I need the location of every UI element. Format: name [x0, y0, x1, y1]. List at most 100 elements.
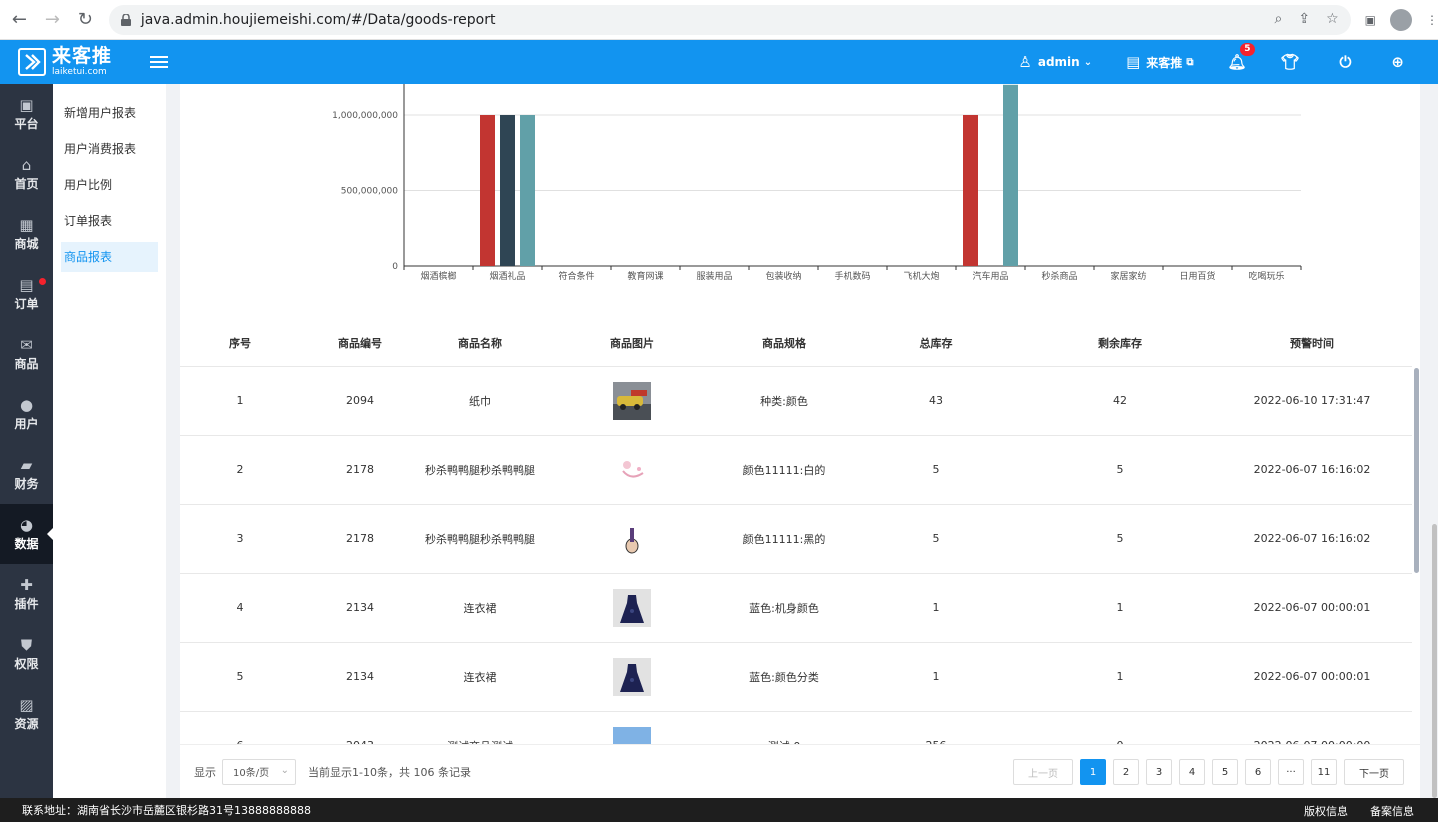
sub-item-user-ratio[interactable]: 用户比例 [64, 178, 113, 192]
product-thumbnail[interactable] [613, 381, 651, 420]
x-tick-label: 汽车用品 [972, 270, 1008, 282]
cell-remaining-stock: 42 [1028, 366, 1212, 436]
nav-item-finance[interactable]: ▰ 财务 [14, 455, 39, 491]
finance-icon: ▰ [20, 455, 33, 474]
nav-item-data[interactable]: ◕ 数据 [0, 504, 53, 564]
page-size-select[interactable]: 10条/页 ⌄ [222, 758, 296, 785]
back-icon[interactable]: ← [11, 9, 28, 30]
cell-name: 秒杀鸭鸭腿秒杀鸭鸭腿 [420, 435, 540, 505]
zoom-icon[interactable]: ⌕ [1274, 10, 1283, 27]
nav-item-mall[interactable]: ▦ 商城 [14, 215, 39, 251]
page-button-4[interactable]: 4 [1179, 759, 1205, 785]
table-row: 62043测试商品测试 测试:025602022-06-07 00:00:00 [180, 711, 1412, 744]
cell-index: 6 [180, 711, 300, 744]
page-button-1[interactable]: 1 [1080, 759, 1106, 785]
table-row: 5 2134 连衣裙 蓝色:颜色分类 1 1 2022-06-07 00:00:01 [180, 642, 1412, 712]
nav-item-home[interactable]: ⌂ 首页 [14, 155, 39, 191]
product-thumbnail[interactable] [613, 450, 651, 489]
nav-item-platform[interactable]: ▣ 平台 [14, 95, 39, 131]
cell-total-stock: 1 [844, 573, 1028, 643]
reload-icon[interactable]: ↻ [77, 9, 93, 30]
nav-item-goods[interactable]: ✉ 商品 [14, 335, 39, 371]
notifications[interactable]: 🔔︎ 5 [1227, 43, 1255, 71]
address-bar[interactable]: java.admin.houjiemeishi.com/#/Data/goods… [108, 4, 1351, 35]
cell-name: 秒杀鸭鸭腿秒杀鸭鸭腿 [420, 504, 540, 574]
cell-index: 4 [180, 573, 300, 643]
record-link[interactable]: 备案信息 [1370, 805, 1414, 818]
x-tick-label: 教育网课 [627, 270, 663, 282]
table-scrollbar[interactable] [1414, 368, 1419, 573]
cell-spec: 蓝色:机身颜色 [724, 573, 844, 643]
page-ellipsis-button[interactable]: ··· [1278, 759, 1304, 785]
bar [1003, 84, 1018, 266]
bookmark-star-icon[interactable]: ☆ [1326, 10, 1339, 27]
x-tick-label: 吃喝玩乐 [1248, 270, 1284, 282]
product-thumbnail[interactable] [613, 519, 651, 558]
sub-item-user-consume-report[interactable]: 用户消费报表 [64, 142, 137, 156]
y-tick-label: 1,000,000,000 [332, 111, 398, 121]
data-sub-menu: 新增用户报表 用户消费报表 用户比例 订单报表 商品报表 [53, 84, 166, 798]
cell-remaining-stock: 0 [1028, 711, 1212, 744]
col-header-spec: 商品规格 [724, 320, 844, 367]
cell-name: 测试商品测试 [420, 711, 540, 744]
profile-avatar[interactable] [1389, 8, 1412, 31]
product-thumbnail[interactable] [613, 657, 651, 696]
table-row: 1 2094 纸巾 种类:颜色 43 42 2022-06-10 17:31:47 [180, 366, 1412, 436]
nav-item-permission[interactable]: ⛊ 权限 [14, 635, 39, 671]
theme-button[interactable]: 👕︎ [1281, 53, 1306, 71]
product-thumbnail[interactable] [613, 588, 651, 627]
sub-item-new-user-report[interactable]: 新增用户报表 [64, 106, 137, 120]
chevron-down-icon: ⌄ [1083, 56, 1093, 68]
user-menu[interactable]: ♙ admin ⌄ [1018, 53, 1092, 71]
copyright-link[interactable]: 版权信息 [1304, 805, 1348, 818]
product-thumbnail[interactable] [613, 726, 651, 744]
page-button-11[interactable]: 11 [1311, 759, 1337, 785]
page-scrollbar[interactable] [1432, 524, 1437, 798]
globe-icon: ⊕ [1391, 53, 1404, 71]
nav-item-user[interactable]: ● 用户 [14, 395, 39, 431]
logo[interactable]: 来客推 laiketui.com [0, 40, 120, 84]
kebab-menu-icon[interactable]: ⋮ [1425, 12, 1438, 27]
share-icon[interactable]: ⇪ [1298, 10, 1311, 27]
nav-item-plugin[interactable]: ✚ 插件 [14, 575, 39, 611]
nav-item-resource[interactable]: ▨ 资源 [14, 695, 39, 731]
page-button-2[interactable]: 2 [1113, 759, 1139, 785]
nav-item-order[interactable]: ▤ 订单 [0, 264, 53, 324]
page-button-6[interactable]: 6 [1245, 759, 1271, 785]
col-header-code: 商品编号 [300, 320, 420, 367]
browser-toolbar: ← → ↻ java.admin.houjiemeishi.com/#/Data… [0, 0, 1438, 40]
cell-image [540, 435, 724, 505]
cell-spec: 蓝色:颜色分类 [724, 642, 844, 712]
logout-button[interactable]: ⏻ [1340, 53, 1358, 71]
home-icon: ⌂ [21, 155, 32, 174]
sub-item-order-report[interactable]: 订单报表 [64, 214, 113, 228]
menu-toggle-icon[interactable] [150, 56, 168, 68]
page-button-3[interactable]: 3 [1146, 759, 1172, 785]
col-header-remaining-stock: 剩余库存 [1028, 320, 1212, 367]
table-row: 3 2178 秒杀鸭鸭腿秒杀鸭鸭腿 颜色11111:黑的 5 5 2022-06-07 16… [180, 504, 1412, 574]
cell-total-stock: 5 [844, 504, 1028, 574]
cell-name: 纸巾 [420, 366, 540, 436]
cell-warning-time: 2022-06-07 16:16:02 [1212, 435, 1412, 505]
record-info: 当前显示1-10条，共 106 条记录 [308, 765, 471, 779]
prev-page-button[interactable]: 上一页 [1013, 759, 1073, 785]
shop-link[interactable]: ▤ 来客推 ⧉ [1126, 53, 1193, 71]
goods-icon: ✉ [20, 335, 33, 354]
cell-warning-time: 2022-06-10 17:31:47 [1212, 366, 1412, 436]
url-text: java.admin.houjiemeishi.com/#/Data/goods… [140, 11, 496, 28]
sub-item-goods-report[interactable]: 商品报表 [61, 242, 158, 272]
forward-icon[interactable]: → [44, 9, 60, 30]
bell-icon: 🔔︎ 5 [1227, 43, 1255, 71]
cell-warning-time: 2022-06-07 00:00:01 [1212, 642, 1412, 712]
mall-icon: ▦ [19, 215, 34, 234]
table-row: 2 2178 秒杀鸭鸭腿秒杀鸭鸭腿 颜色11111:白的 5 5 2022-06-07 16… [180, 435, 1412, 505]
cell-image [540, 366, 724, 436]
y-tick-label: 0 [392, 262, 398, 272]
cell-image [540, 711, 724, 744]
sidepanel-icon[interactable]: ▣ [1364, 12, 1376, 27]
next-page-button[interactable]: 下一页 [1344, 759, 1404, 785]
page-button-5[interactable]: 5 [1212, 759, 1238, 785]
language-button[interactable]: ⊕ [1391, 53, 1410, 71]
x-tick-label: 手机数码 [834, 270, 870, 282]
cell-name: 连衣裙 [420, 642, 540, 712]
